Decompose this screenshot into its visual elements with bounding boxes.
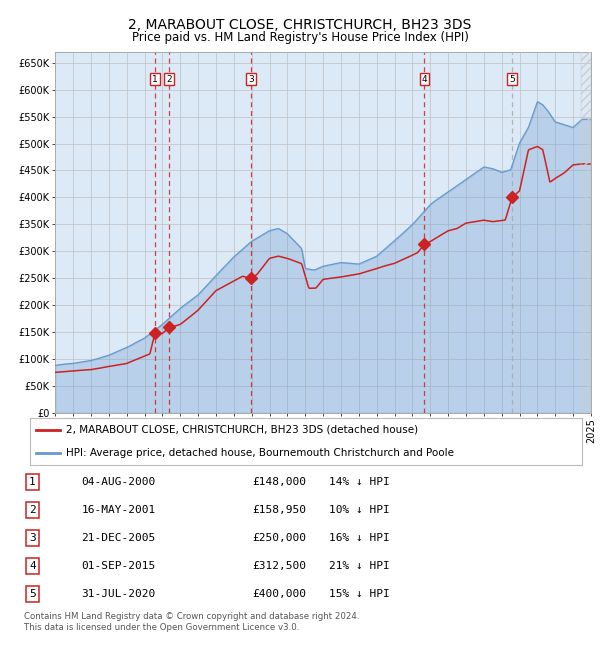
Text: £158,950: £158,950 [252, 505, 306, 515]
Text: Price paid vs. HM Land Registry's House Price Index (HPI): Price paid vs. HM Land Registry's House … [131, 31, 469, 44]
Text: 21% ↓ HPI: 21% ↓ HPI [329, 561, 390, 571]
Text: 3: 3 [29, 533, 36, 543]
Text: 5: 5 [29, 589, 36, 599]
Text: 2, MARABOUT CLOSE, CHRISTCHURCH, BH23 3DS: 2, MARABOUT CLOSE, CHRISTCHURCH, BH23 3D… [128, 18, 472, 32]
Text: 1: 1 [152, 75, 158, 84]
Text: 21-DEC-2005: 21-DEC-2005 [82, 533, 155, 543]
Text: 4: 4 [29, 561, 36, 571]
Text: 2: 2 [166, 75, 172, 84]
Text: 16-MAY-2001: 16-MAY-2001 [82, 505, 155, 515]
Text: 5: 5 [509, 75, 515, 84]
Text: HPI: Average price, detached house, Bournemouth Christchurch and Poole: HPI: Average price, detached house, Bour… [66, 448, 454, 458]
Text: 3: 3 [248, 75, 254, 84]
Text: £250,000: £250,000 [252, 533, 306, 543]
Text: £400,000: £400,000 [252, 589, 306, 599]
Text: 31-JUL-2020: 31-JUL-2020 [82, 589, 155, 599]
Text: 2: 2 [29, 505, 36, 515]
Text: 01-SEP-2015: 01-SEP-2015 [82, 561, 155, 571]
Text: £312,500: £312,500 [252, 561, 306, 571]
Text: 1: 1 [29, 477, 36, 487]
Text: 10% ↓ HPI: 10% ↓ HPI [329, 505, 390, 515]
Text: 16% ↓ HPI: 16% ↓ HPI [329, 533, 390, 543]
Text: £148,000: £148,000 [252, 477, 306, 487]
Text: 14% ↓ HPI: 14% ↓ HPI [329, 477, 390, 487]
Text: 4: 4 [421, 75, 427, 84]
Text: 15% ↓ HPI: 15% ↓ HPI [329, 589, 390, 599]
Text: 04-AUG-2000: 04-AUG-2000 [82, 477, 155, 487]
Text: Contains HM Land Registry data © Crown copyright and database right 2024.
This d: Contains HM Land Registry data © Crown c… [24, 612, 359, 632]
Text: 2, MARABOUT CLOSE, CHRISTCHURCH, BH23 3DS (detached house): 2, MARABOUT CLOSE, CHRISTCHURCH, BH23 3D… [66, 424, 418, 435]
